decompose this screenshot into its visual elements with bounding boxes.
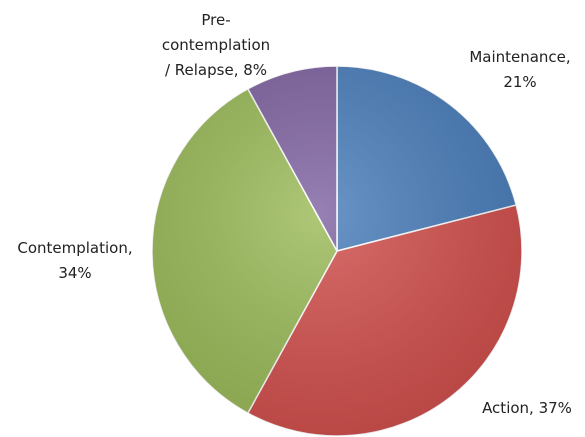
data-label: Contemplation, 34% — [17, 239, 132, 282]
data-label-line: Pre- — [201, 11, 230, 29]
data-label: Maintenance, 21% — [469, 48, 570, 91]
data-label-line: Contemplation, — [17, 239, 132, 257]
data-label-line: / Relapse, 8% — [165, 61, 267, 79]
data-label-line: Maintenance, — [469, 48, 570, 66]
data-label-line: 34% — [58, 264, 91, 282]
data-label: Pre-contemplation / Relapse, 8% — [162, 11, 270, 79]
data-label-line: Action, 37% — [482, 399, 572, 417]
data-label: Action, 37% — [482, 399, 572, 417]
data-label-line: contemplation — [162, 36, 270, 54]
data-label-line: 21% — [503, 73, 536, 91]
